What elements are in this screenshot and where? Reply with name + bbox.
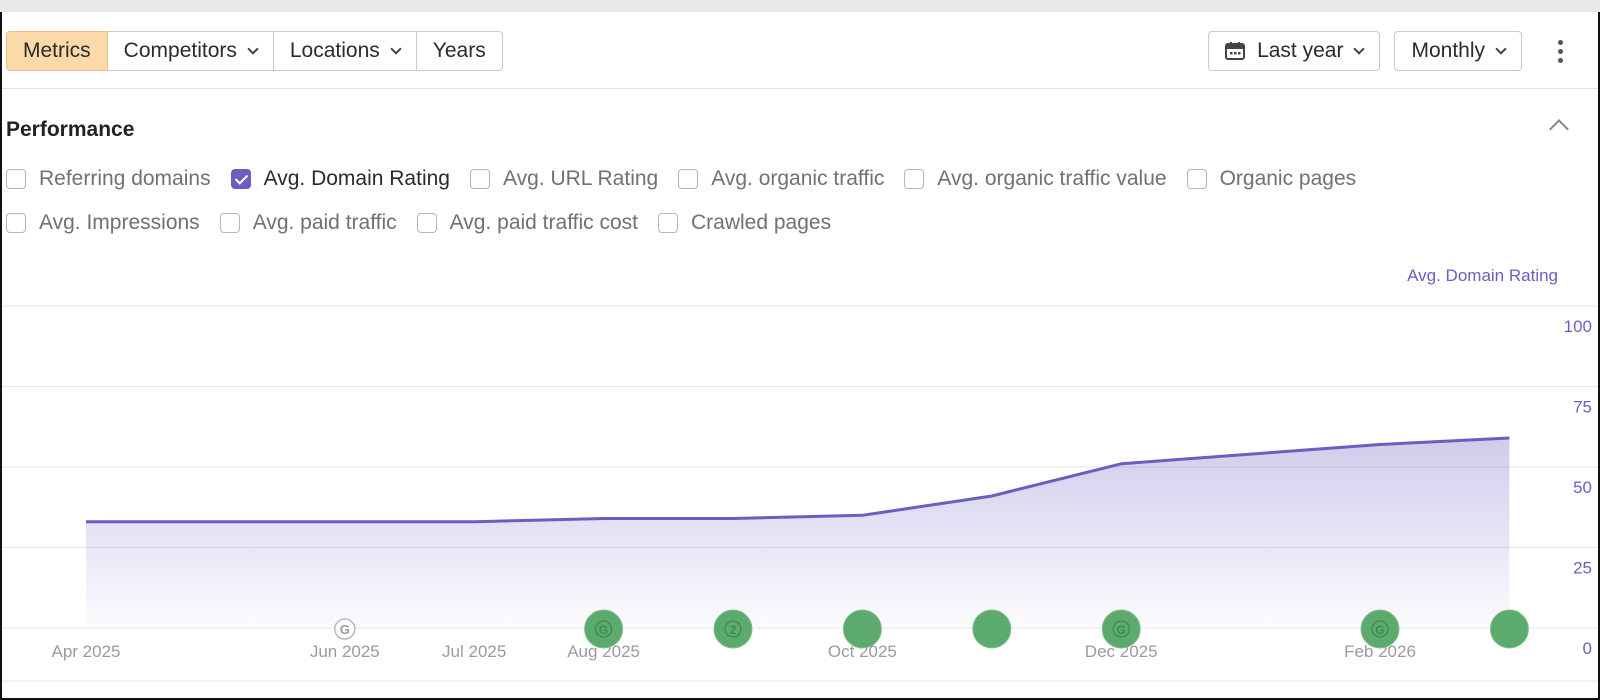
toolbar-divider: [2, 88, 1598, 89]
metric-avg-paid-traffic[interactable]: Avg. paid traffic: [219, 211, 397, 235]
marker-label: G: [340, 622, 350, 637]
metric-avg-domain-rating[interactable]: Avg. Domain Rating: [230, 167, 450, 191]
tab-locations[interactable]: Locations: [273, 31, 417, 71]
y-axis-title: Avg. Domain Rating: [1407, 266, 1558, 285]
metric-avg-organic-traffic[interactable]: Avg. organic traffic: [678, 167, 884, 191]
checkbox[interactable]: [678, 169, 699, 189]
marker-label: G: [1117, 623, 1126, 637]
x-tick-label: Dec 2025: [1085, 642, 1158, 661]
metric-avg-organic-traffic-value[interactable]: Avg. organic traffic value: [904, 167, 1167, 191]
checkbox[interactable]: [219, 213, 240, 233]
y-tick-label: 75: [1573, 398, 1592, 417]
checkbox[interactable]: [658, 213, 678, 233]
tab-competitors-label: Competitors: [123, 39, 237, 62]
marker-badge-ring: [1371, 620, 1389, 638]
metric-toggles-row-2: Avg. Impressions Avg. paid traffic Avg. …: [6, 211, 851, 235]
event-marker: [842, 609, 882, 649]
metric-label: Avg. URL Rating: [502, 167, 659, 190]
right-tools: Last year Monthly: [1208, 31, 1572, 71]
checkbox[interactable]: [1186, 169, 1207, 189]
marker-label: 2: [730, 623, 737, 637]
y-tick-label: 50: [1573, 478, 1592, 497]
x-tick-label: Oct 2025: [828, 642, 897, 661]
marker-badge-ring: [1112, 620, 1130, 638]
series-line: [86, 436, 1510, 524]
metric-label: Avg. paid traffic cost: [449, 211, 638, 234]
checkbox[interactable]: [6, 169, 26, 189]
tab-years-label: Years: [432, 39, 486, 62]
metric-organic-pages[interactable]: Organic pages: [1186, 167, 1357, 191]
metric-referring-domains[interactable]: Referring domains: [6, 167, 211, 191]
period-dropdown[interactable]: Last year: [1208, 31, 1381, 71]
x-tick-label: Jul 2025: [442, 642, 506, 661]
period-label: Last year: [1257, 39, 1344, 62]
y-tick-label: 0: [1583, 639, 1592, 658]
metric-crawled-pages[interactable]: Crawled pages: [658, 211, 831, 235]
x-tick-label: Apr 2025: [52, 642, 121, 661]
tab-competitors[interactable]: Competitors: [107, 31, 274, 71]
checkbox[interactable]: [6, 213, 26, 233]
metric-label: Avg. paid traffic: [252, 211, 397, 234]
google-update-marker: [334, 618, 356, 640]
event-marker: [713, 609, 753, 649]
metric-avg-paid-traffic-cost[interactable]: Avg. paid traffic cost: [416, 211, 638, 235]
x-tick-label: Feb 2026: [1344, 642, 1416, 661]
event-marker: [1489, 609, 1529, 649]
metric-label: Avg. organic traffic: [711, 167, 885, 190]
tab-years[interactable]: Years: [416, 31, 503, 71]
tab-locations-label: Locations: [289, 39, 380, 62]
metric-toggles-row-1: Referring domains Avg. Domain Rating Avg…: [6, 167, 1376, 191]
checkbox[interactable]: [469, 169, 490, 189]
panel-frame: [0, 12, 1600, 700]
tab-metrics[interactable]: Metrics: [6, 31, 108, 71]
metric-avg-impressions[interactable]: Avg. Impressions: [6, 211, 200, 235]
checkbox-checked[interactable]: [230, 169, 251, 189]
checkbox[interactable]: [904, 169, 925, 189]
y-tick-label: 100: [1564, 317, 1592, 336]
metric-label: Avg. organic traffic value: [937, 167, 1167, 190]
checkbox[interactable]: [416, 213, 437, 233]
series-area: [86, 438, 1510, 628]
calendar-icon: [1225, 42, 1246, 60]
x-tick-label: Aug 2025: [567, 642, 640, 661]
interval-label: Monthly: [1411, 39, 1485, 62]
section-title: Performance: [6, 118, 135, 141]
marker-label: G: [1375, 623, 1384, 637]
metric-label: Crawled pages: [691, 211, 832, 234]
tab-metrics-label: Metrics: [23, 39, 91, 62]
event-marker: [972, 609, 1012, 649]
y-tick-label: 25: [1573, 559, 1592, 578]
metric-label: Referring domains: [39, 167, 211, 190]
metric-label: Avg. Impressions: [39, 211, 200, 234]
event-marker: [584, 609, 624, 649]
event-marker: [1360, 609, 1400, 649]
event-marker: [1101, 609, 1141, 649]
metric-avg-url-rating[interactable]: Avg. URL Rating: [469, 167, 659, 191]
marker-badge-ring: [724, 620, 742, 638]
more-options-icon[interactable]: [1548, 31, 1572, 71]
view-tabs: Metrics Competitors Locations Years: [6, 31, 503, 71]
marker-badge-ring: [594, 620, 613, 638]
marker-label: G: [599, 623, 608, 637]
top-strip: [0, 0, 1600, 12]
metric-label: Organic pages: [1219, 167, 1357, 190]
x-tick-label: Jun 2025: [310, 642, 380, 661]
metric-label: Avg. Domain Rating: [263, 167, 450, 190]
interval-dropdown[interactable]: Monthly: [1394, 31, 1522, 71]
